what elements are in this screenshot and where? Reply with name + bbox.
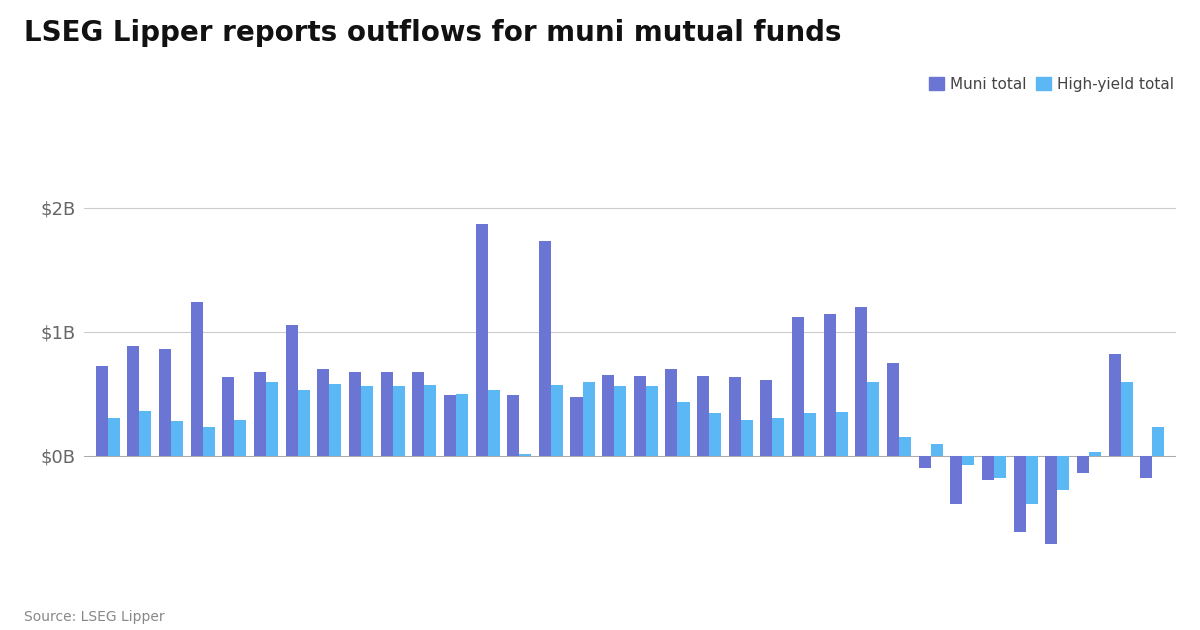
Bar bbox=[678, 402, 690, 455]
Bar bbox=[740, 420, 752, 455]
Bar bbox=[728, 377, 740, 455]
Bar bbox=[646, 386, 658, 455]
Bar bbox=[191, 302, 203, 455]
Bar bbox=[835, 412, 847, 455]
Bar bbox=[931, 444, 943, 455]
Bar bbox=[1014, 455, 1026, 532]
Bar bbox=[1045, 455, 1057, 544]
Bar bbox=[570, 398, 582, 455]
Bar bbox=[709, 413, 721, 455]
Bar bbox=[96, 366, 108, 455]
Bar bbox=[856, 307, 868, 455]
Bar bbox=[1152, 427, 1164, 455]
Bar bbox=[551, 385, 563, 455]
Bar bbox=[697, 376, 709, 455]
Bar bbox=[127, 346, 139, 455]
Bar bbox=[994, 455, 1006, 478]
Bar bbox=[172, 421, 184, 455]
Bar bbox=[1088, 452, 1100, 455]
Bar bbox=[804, 413, 816, 455]
Bar bbox=[539, 241, 551, 455]
Bar bbox=[520, 454, 532, 455]
Bar bbox=[392, 386, 404, 455]
Bar bbox=[868, 382, 880, 455]
Bar bbox=[614, 386, 626, 455]
Bar bbox=[425, 385, 437, 455]
Bar bbox=[602, 375, 614, 455]
Bar bbox=[1140, 455, 1152, 478]
Bar bbox=[160, 349, 172, 455]
Bar bbox=[1026, 455, 1038, 504]
Bar bbox=[508, 395, 520, 455]
Bar bbox=[887, 362, 899, 455]
Text: Source: LSEG Lipper: Source: LSEG Lipper bbox=[24, 610, 164, 624]
Bar bbox=[487, 390, 499, 455]
Bar bbox=[634, 376, 646, 455]
Bar bbox=[222, 377, 234, 455]
Bar bbox=[899, 437, 911, 455]
Bar bbox=[962, 455, 974, 466]
Bar bbox=[108, 418, 120, 455]
Bar bbox=[317, 369, 329, 455]
Bar bbox=[1057, 455, 1069, 490]
Bar bbox=[761, 380, 773, 455]
Bar bbox=[582, 382, 594, 455]
Bar bbox=[139, 411, 151, 455]
Bar bbox=[413, 372, 425, 455]
Bar bbox=[666, 369, 678, 455]
Bar bbox=[823, 314, 835, 455]
Bar bbox=[456, 394, 468, 455]
Bar bbox=[950, 455, 962, 504]
Bar bbox=[1121, 382, 1133, 455]
Bar bbox=[444, 395, 456, 455]
Bar bbox=[380, 372, 392, 455]
Bar bbox=[254, 372, 266, 455]
Bar bbox=[361, 386, 373, 455]
Legend: Muni total, High-yield total: Muni total, High-yield total bbox=[923, 71, 1181, 98]
Bar bbox=[286, 325, 298, 455]
Bar bbox=[773, 418, 785, 455]
Bar bbox=[329, 384, 341, 455]
Bar bbox=[919, 455, 931, 468]
Bar bbox=[982, 455, 994, 480]
Bar bbox=[475, 224, 487, 455]
Bar bbox=[266, 382, 278, 455]
Bar bbox=[349, 372, 361, 455]
Bar bbox=[792, 317, 804, 455]
Bar bbox=[298, 390, 310, 455]
Bar bbox=[203, 427, 215, 455]
Bar bbox=[1109, 354, 1121, 455]
Bar bbox=[234, 420, 246, 455]
Text: LSEG Lipper reports outflows for muni mutual funds: LSEG Lipper reports outflows for muni mu… bbox=[24, 19, 841, 47]
Bar bbox=[1076, 455, 1088, 473]
